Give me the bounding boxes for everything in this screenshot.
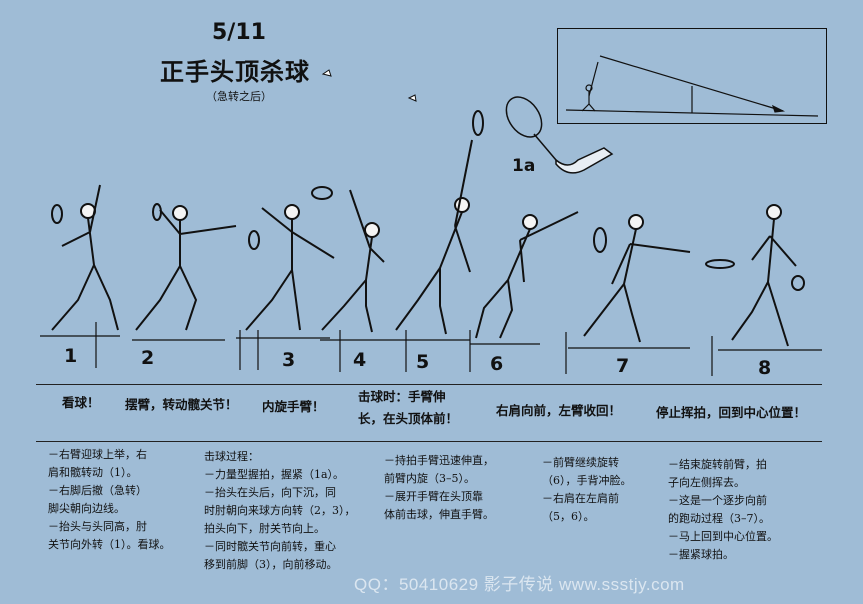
grip-detail-figure bbox=[505, 96, 614, 174]
divider-top bbox=[36, 384, 822, 385]
divider-bottom bbox=[36, 441, 822, 442]
player-figure-3 bbox=[245, 204, 335, 331]
notes-column-5: －结束旋转前臂，拍 子向左侧挥去。 －这是一个逐步向前 的跑动过程（3–7）。 … bbox=[668, 458, 778, 561]
inset-trajectory bbox=[565, 55, 819, 117]
phase-cue-impact: 击球时：手臂伸 长，在头顶体前！ bbox=[358, 389, 459, 426]
phase-cue-recover: 停止挥拍，回到中心位置！ bbox=[656, 405, 807, 420]
phase-cue-swing: 摆臂，转动髋关节！ bbox=[125, 397, 238, 412]
page-number: 5/11 bbox=[212, 20, 266, 45]
notes-column-1: －右臂迎球上举，右 肩和髋转动（1）。 －右脚后撤（急转） 脚尖朝向边线。 －抬… bbox=[48, 448, 171, 551]
frame-number-2: 2 bbox=[141, 347, 155, 369]
page-title: 正手头顶杀球 bbox=[160, 58, 310, 86]
phase-cue-look: 看球！ bbox=[62, 395, 100, 410]
frame-number-6: 6 bbox=[490, 353, 504, 375]
court-trajectory-diagram bbox=[557, 28, 827, 124]
player-figure-6 bbox=[475, 211, 607, 339]
player-figure-4 bbox=[311, 186, 385, 333]
frame-number-8: 8 bbox=[758, 357, 772, 379]
frame-number-3: 3 bbox=[282, 349, 296, 371]
notes-column-2: 击球过程： －力量型握拍，握紧（1a）。 －抬头在头后，向下沉，同 时肘朝向来球… bbox=[204, 450, 356, 571]
page-subtitle: （急转之后） bbox=[206, 90, 272, 103]
phase-cue-shoulder: 右肩向前，左臂收回！ bbox=[496, 403, 622, 418]
player-figure-8 bbox=[731, 204, 805, 347]
phase-cue-rotate: 内旋手臂！ bbox=[262, 399, 325, 414]
notes-column-4: －前臂继续旋转 （6），手背冲脸。 －右肩在左肩前 （5，6）。 bbox=[542, 456, 632, 523]
frame-number-5: 5 bbox=[416, 351, 430, 373]
grip-detail-label: 1a bbox=[512, 156, 536, 176]
frame-number-4: 4 bbox=[353, 349, 367, 371]
player-figure-7 bbox=[583, 214, 735, 343]
player-figure-1 bbox=[51, 184, 119, 331]
notes-column-3: －持拍手臂迅速伸直， 前臂内旋（3–5）。 －展开手臂在头顶靠 体前击球，伸直手… bbox=[384, 454, 494, 521]
ground-lines bbox=[40, 322, 822, 376]
player-figures bbox=[51, 110, 805, 347]
shuttlecock-icons bbox=[321, 69, 417, 102]
player-figure-2 bbox=[135, 203, 237, 331]
frame-number-1: 1 bbox=[64, 345, 78, 367]
watermark-text: QQ：50410629 影子传说 www.ssstjy.com bbox=[354, 575, 685, 594]
frame-number-7: 7 bbox=[616, 355, 630, 377]
player-figure-5 bbox=[395, 110, 484, 335]
